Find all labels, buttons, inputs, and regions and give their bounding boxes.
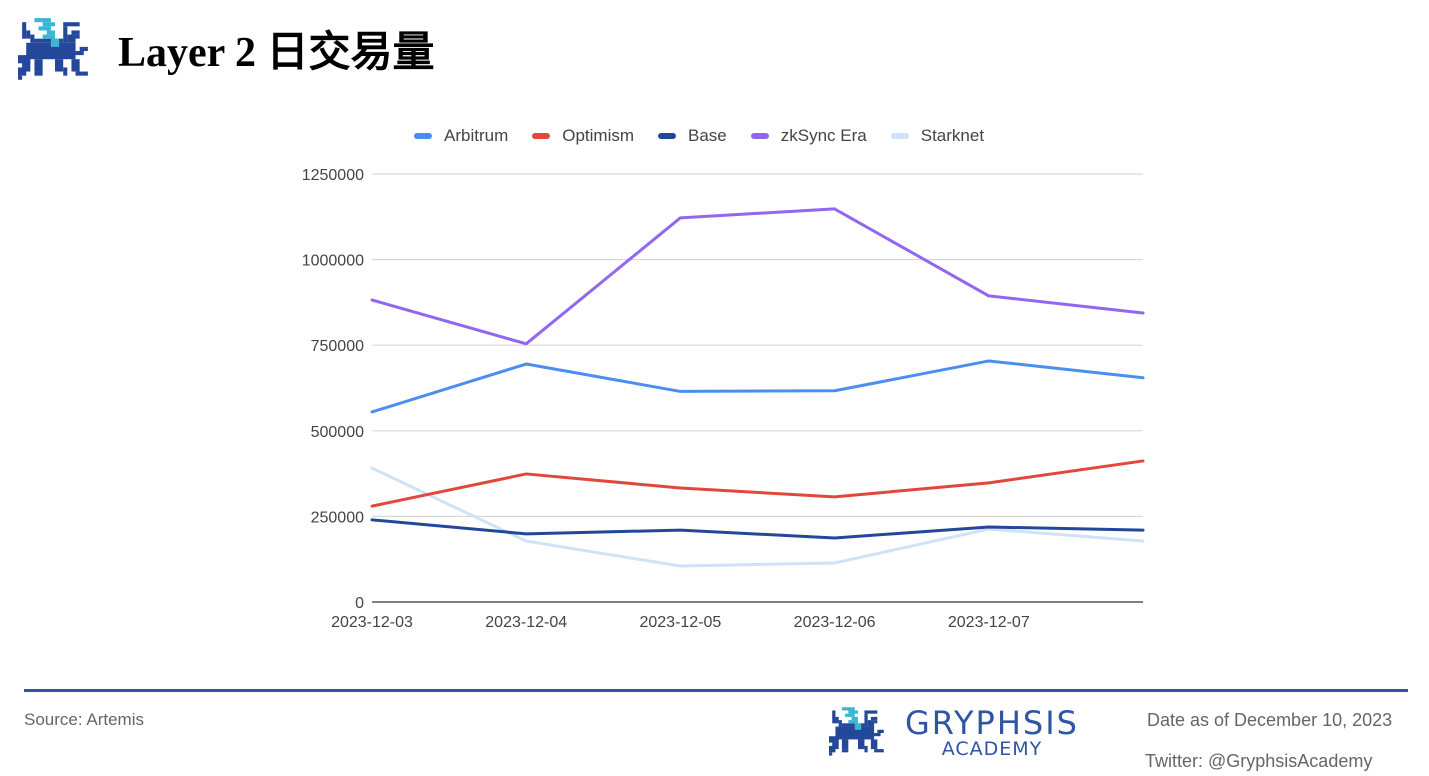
x-tick-label: 2023-12-05 — [639, 614, 721, 631]
legend-item-arbitrum[interactable]: Arbitrum — [414, 126, 508, 146]
y-tick-label: 500000 — [311, 424, 364, 441]
series-line-zksync-era[interactable] — [370, 207, 1145, 346]
line-chart: 0 250000 500000 750000 1000000 1250000 2023-12… — [302, 167, 1145, 631]
legend-label: Arbitrum — [444, 126, 509, 145]
twitter-handle: Twitter: @GryphsisAcademy — [1145, 751, 1373, 771]
legend-item-base[interactable]: Base — [658, 126, 727, 146]
legend-swatch-icon — [658, 133, 677, 139]
legend-item-zksync-era[interactable]: zkSync Era — [750, 126, 867, 146]
x-tick-label: 2023-12-06 — [794, 614, 876, 631]
x-tick-label: 2023-12-03 — [331, 614, 413, 631]
y-tick-label: 0 — [355, 595, 364, 612]
legend-label: Starknet — [920, 126, 985, 145]
brand-name: GRYPHSIS — [905, 704, 1079, 742]
series-line-optimism[interactable] — [370, 459, 1145, 508]
brand-subtitle: ACADEMY — [941, 738, 1043, 760]
gryphon-logo-icon — [18, 18, 88, 80]
legend-swatch-icon — [890, 133, 909, 139]
y-tick-label: 1000000 — [302, 253, 364, 270]
legend-label: Base — [688, 126, 727, 145]
y-tick-label: 250000 — [311, 509, 364, 526]
legend-label: Optimism — [562, 126, 635, 145]
page-title: Layer 2 日交易量 — [118, 30, 435, 76]
x-tick-label: 2023-12-07 — [948, 614, 1030, 631]
series-line-starknet[interactable] — [370, 466, 1145, 568]
legend-item-optimism[interactable]: Optimism — [532, 126, 634, 146]
x-tick-label: 2023-12-04 — [485, 614, 567, 631]
source-note: Source: Artemis — [24, 710, 144, 729]
date-note: Date as of December 10, 2023 — [1147, 710, 1393, 730]
series-line-arbitrum[interactable] — [370, 359, 1145, 414]
legend-label: zkSync Era — [780, 126, 867, 145]
chart-legend: Arbitrum Optimism Base zkSync Era Starkn… — [414, 126, 1008, 146]
footer-divider — [24, 689, 1408, 692]
gryphon-logo-small-icon — [829, 707, 884, 756]
series-line-base[interactable] — [370, 518, 1145, 540]
y-tick-label: 1250000 — [302, 167, 364, 184]
legend-swatch-icon — [532, 133, 551, 139]
y-tick-label: 750000 — [311, 338, 364, 355]
legend-swatch-icon — [414, 133, 432, 139]
legend-item-starknet[interactable]: Starknet — [890, 126, 985, 146]
brand-wordmark: GRYPHSIS ACADEMY — [905, 706, 1079, 760]
legend-swatch-icon — [750, 133, 769, 139]
